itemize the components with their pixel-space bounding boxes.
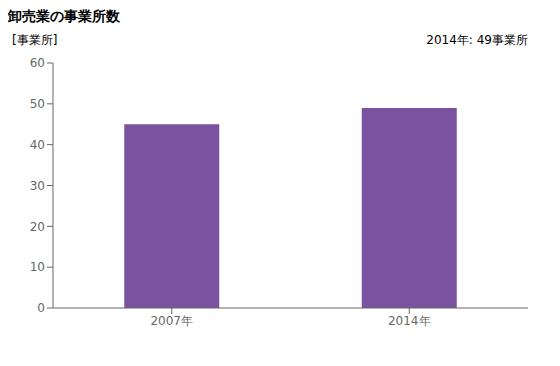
html-text:[事業所]: [事業所]: [12, 33, 58, 47]
svg-text:40: 40: [30, 138, 45, 152]
svg-text:20: 20: [30, 220, 45, 234]
svg-text:50: 50: [30, 97, 45, 111]
html-text:2014年: 49事業所: 2014年: 49事業所: [426, 33, 528, 47]
svg-text:0: 0: [37, 301, 45, 315]
svg-text:2014年: 2014年: [388, 314, 431, 328]
svg-text:60: 60: [30, 56, 45, 70]
svg-text:2007年: 2007年: [150, 314, 193, 328]
svg-text:10: 10: [30, 260, 45, 274]
html-text:卸売業の事業所数: 卸売業の事業所数: [8, 8, 120, 24]
svg-text:30: 30: [30, 179, 45, 193]
